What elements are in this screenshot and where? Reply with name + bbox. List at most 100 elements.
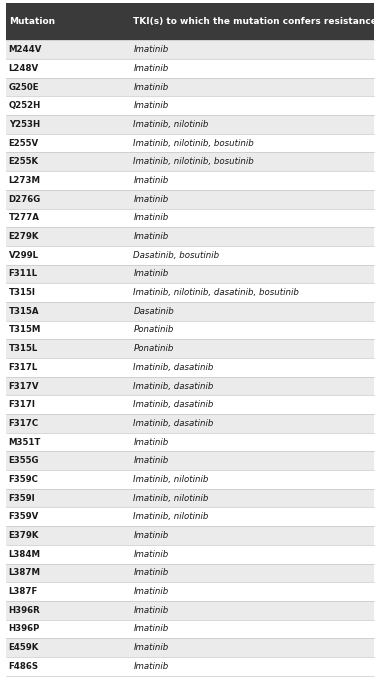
Text: Dasatinib: Dasatinib xyxy=(133,307,174,315)
Text: Ponatinib: Ponatinib xyxy=(133,326,174,334)
Text: G250E: G250E xyxy=(9,83,39,91)
Text: Imatinib: Imatinib xyxy=(133,606,169,615)
Bar xyxy=(6,321,374,339)
Text: V299L: V299L xyxy=(9,250,39,260)
Bar xyxy=(6,470,374,489)
Text: L387M: L387M xyxy=(9,569,41,577)
Text: F317I: F317I xyxy=(9,400,36,409)
Bar xyxy=(6,3,374,41)
Text: Imatinib: Imatinib xyxy=(133,83,169,91)
Text: L384M: L384M xyxy=(9,550,41,559)
Bar xyxy=(6,638,374,657)
Bar xyxy=(6,657,374,676)
Bar xyxy=(6,171,374,190)
Bar xyxy=(6,96,374,115)
Text: Ponatinib: Ponatinib xyxy=(133,344,174,353)
Bar xyxy=(6,582,374,601)
Text: E255V: E255V xyxy=(9,139,39,148)
Text: Imatinib: Imatinib xyxy=(133,569,169,577)
Text: Imatinib: Imatinib xyxy=(133,45,169,54)
Bar xyxy=(6,227,374,246)
Text: F311L: F311L xyxy=(9,269,38,278)
Text: Q252H: Q252H xyxy=(9,102,41,110)
Bar xyxy=(6,246,374,265)
Bar xyxy=(6,563,374,582)
Text: Imatinib, dasatinib: Imatinib, dasatinib xyxy=(133,400,214,409)
Text: F317L: F317L xyxy=(9,363,38,372)
Bar xyxy=(6,190,374,209)
Text: Imatinib: Imatinib xyxy=(133,587,169,596)
Bar xyxy=(6,339,374,358)
Text: F317V: F317V xyxy=(9,382,39,391)
Bar xyxy=(6,452,374,470)
Bar xyxy=(6,526,374,545)
Bar xyxy=(6,283,374,302)
Text: Mutation: Mutation xyxy=(9,18,55,26)
Bar xyxy=(6,376,374,395)
Text: T315A: T315A xyxy=(9,307,39,315)
Text: D276G: D276G xyxy=(9,195,41,204)
Bar xyxy=(6,78,374,96)
Bar xyxy=(6,619,374,638)
Text: F359V: F359V xyxy=(9,512,39,521)
Text: F317C: F317C xyxy=(9,419,39,428)
Text: E379K: E379K xyxy=(9,531,39,540)
Bar xyxy=(6,152,374,171)
Text: Imatinib: Imatinib xyxy=(133,213,169,222)
Text: T277A: T277A xyxy=(9,213,39,222)
Text: Imatinib: Imatinib xyxy=(133,102,169,110)
Text: E459K: E459K xyxy=(9,643,39,652)
Bar xyxy=(6,414,374,433)
Text: L387F: L387F xyxy=(9,587,38,596)
Text: Dasatinib, bosutinib: Dasatinib, bosutinib xyxy=(133,250,220,260)
Text: M351T: M351T xyxy=(9,437,41,447)
Text: Imatinib: Imatinib xyxy=(133,643,169,652)
Text: Imatinib, nilotinib, dasatinib, bosutinib: Imatinib, nilotinib, dasatinib, bosutini… xyxy=(133,288,299,297)
Text: TKI(s) to which the mutation confers resistance: TKI(s) to which the mutation confers res… xyxy=(133,18,376,26)
Text: F486S: F486S xyxy=(9,662,39,671)
Bar xyxy=(6,41,374,59)
Text: T315M: T315M xyxy=(9,326,41,334)
Text: Imatinib: Imatinib xyxy=(133,195,169,204)
Text: Imatinib, dasatinib: Imatinib, dasatinib xyxy=(133,363,214,372)
Text: Imatinib, nilotinib: Imatinib, nilotinib xyxy=(133,494,209,502)
Bar xyxy=(6,433,374,452)
Bar xyxy=(6,358,374,376)
Bar xyxy=(6,395,374,414)
Text: F359C: F359C xyxy=(9,475,38,484)
Text: Imatinib: Imatinib xyxy=(133,531,169,540)
Text: E255K: E255K xyxy=(9,157,39,167)
Text: Imatinib: Imatinib xyxy=(133,550,169,559)
Text: T315I: T315I xyxy=(9,288,36,297)
Text: Imatinib: Imatinib xyxy=(133,176,169,185)
Text: H396R: H396R xyxy=(9,606,40,615)
Bar xyxy=(6,265,374,283)
Text: Imatinib, dasatinib: Imatinib, dasatinib xyxy=(133,382,214,391)
Text: Imatinib: Imatinib xyxy=(133,232,169,241)
Text: Imatinib, nilotinib: Imatinib, nilotinib xyxy=(133,475,209,484)
Text: M244V: M244V xyxy=(9,45,42,54)
Text: Imatinib: Imatinib xyxy=(133,64,169,73)
Text: T315L: T315L xyxy=(9,344,38,353)
Text: Imatinib, nilotinib, bosutinib: Imatinib, nilotinib, bosutinib xyxy=(133,139,254,148)
Bar xyxy=(6,545,374,563)
Text: Imatinib: Imatinib xyxy=(133,662,169,671)
Text: H396P: H396P xyxy=(9,624,40,634)
Text: Imatinib: Imatinib xyxy=(133,624,169,634)
Bar xyxy=(6,134,374,152)
Text: E355G: E355G xyxy=(9,456,39,465)
Text: Imatinib, nilotinib: Imatinib, nilotinib xyxy=(133,120,209,129)
Text: E279K: E279K xyxy=(9,232,39,241)
Text: L273M: L273M xyxy=(9,176,41,185)
Text: F359I: F359I xyxy=(9,494,35,502)
Bar xyxy=(6,302,374,321)
Text: Imatinib, nilotinib: Imatinib, nilotinib xyxy=(133,512,209,521)
Text: Imatinib, nilotinib, bosutinib: Imatinib, nilotinib, bosutinib xyxy=(133,157,254,167)
Text: Y253H: Y253H xyxy=(9,120,40,129)
Bar xyxy=(6,59,374,78)
Text: Imatinib: Imatinib xyxy=(133,437,169,447)
Text: Imatinib: Imatinib xyxy=(133,269,169,278)
Text: Imatinib: Imatinib xyxy=(133,456,169,465)
Bar xyxy=(6,209,374,227)
Bar xyxy=(6,115,374,134)
